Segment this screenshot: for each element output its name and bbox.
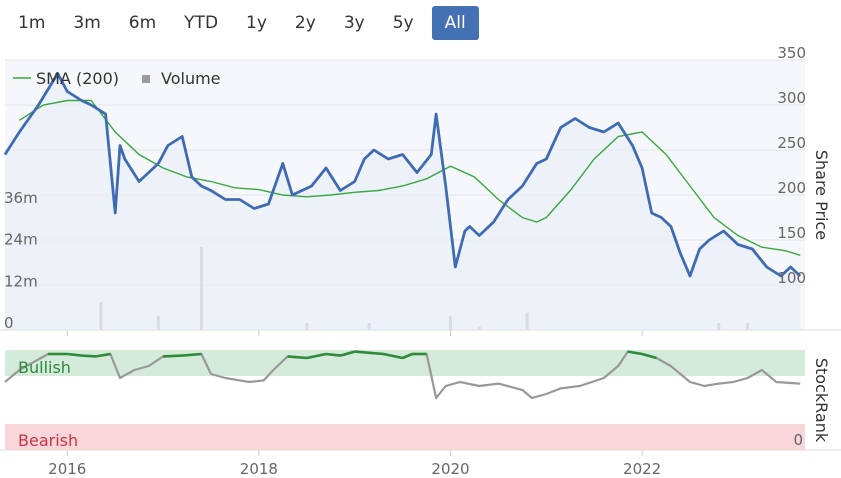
stockrank-bullish-segment bbox=[287, 355, 307, 360]
stockrank-bullish-segment bbox=[627, 350, 643, 356]
stockrank-bullish-segment bbox=[95, 352, 111, 358]
range-button-ytd[interactable]: YTD bbox=[184, 13, 219, 33]
share-price-line bbox=[3, 72, 802, 278]
bullish-label: Bullish bbox=[18, 358, 71, 377]
stockrank-bullish-segment bbox=[67, 352, 82, 357]
price-tick-label: 300 bbox=[777, 89, 806, 107]
volume-tick-label: 12m bbox=[4, 272, 38, 290]
stockrank-bullish-segment bbox=[306, 352, 327, 360]
stockrank-bullish-segment bbox=[641, 352, 657, 360]
price-axis-title: Share Price bbox=[812, 150, 831, 240]
range-button-2y[interactable]: 2y bbox=[294, 13, 316, 33]
bullish-band bbox=[5, 350, 805, 376]
range-button-1m[interactable]: 1m bbox=[18, 13, 46, 33]
price-tick-label: 350 bbox=[777, 44, 806, 62]
range-button-all[interactable]: All bbox=[431, 6, 479, 40]
range-button-3m[interactable]: 3m bbox=[73, 13, 101, 33]
stockrank-bullish-segment bbox=[325, 352, 341, 357]
price-tick-label: 200 bbox=[777, 179, 806, 197]
stockrank-bullish-segment bbox=[354, 350, 384, 356]
rank-tick-label: 0 bbox=[793, 431, 803, 449]
x-tick-label: 2016 bbox=[48, 460, 86, 478]
legend-volume-label[interactable]: Volume bbox=[161, 69, 221, 88]
sma-200-line bbox=[19, 99, 801, 256]
bearish-label: Bearish bbox=[18, 431, 78, 450]
legend-sma-label[interactable]: SMA (200) bbox=[36, 69, 119, 88]
range-button-1y[interactable]: 1y bbox=[246, 13, 267, 33]
price-tick-label: 100 bbox=[777, 269, 806, 287]
range-selector: 1m 3m 6m YTD 1y 2y 3y 5y All bbox=[8, 6, 487, 40]
range-button-3y[interactable]: 3y bbox=[343, 13, 365, 33]
price-tick-label: 150 bbox=[777, 224, 806, 242]
price-area-fill bbox=[5, 73, 801, 330]
volume-tick-label: 36m bbox=[4, 189, 38, 207]
legend-volume-swatch bbox=[142, 75, 150, 83]
stockrank-bullish-segment bbox=[402, 352, 413, 360]
stockrank-bullish-segment bbox=[81, 354, 97, 358]
volume-tick-label: 0 bbox=[4, 314, 14, 332]
bearish-band bbox=[5, 424, 805, 450]
stockrank-bullish-segment bbox=[383, 352, 403, 360]
x-tick-label: 2020 bbox=[431, 460, 469, 478]
x-tick-label: 2018 bbox=[240, 460, 278, 478]
stockrank-bullish-segment bbox=[163, 354, 183, 358]
volume-tick-label: 24m bbox=[4, 231, 38, 249]
stockrank-axis-title: StockRank bbox=[812, 358, 831, 443]
range-button-5y[interactable]: 5y bbox=[392, 13, 414, 33]
stockrank-bullish-segment bbox=[339, 350, 356, 357]
range-button-6m[interactable]: 6m bbox=[128, 13, 157, 33]
x-tick-label: 2022 bbox=[623, 460, 661, 478]
price-tick-label: 250 bbox=[777, 134, 806, 152]
stockrank-bullish-segment bbox=[182, 352, 202, 357]
